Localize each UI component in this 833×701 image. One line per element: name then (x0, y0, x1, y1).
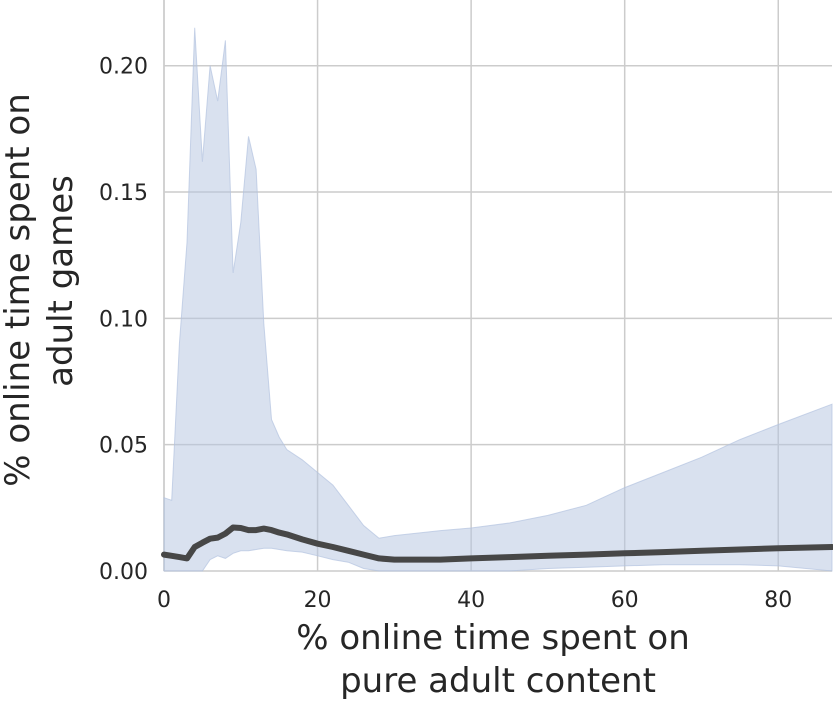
mean-line-layer (161, 524, 833, 563)
confidence-band (163, 27, 833, 572)
x-tick-label: 20 (304, 588, 332, 613)
x-axis-title-line-1: % online time spent on (296, 618, 690, 658)
y-tick-label: 0.10 (99, 307, 148, 332)
y-axis-ticks: 0.00 0.05 0.10 0.15 0.20 (99, 55, 148, 585)
x-tick-label: 60 (611, 588, 639, 613)
x-tick-label: 40 (457, 588, 485, 613)
y-tick-label: 0.05 (99, 434, 148, 459)
y-axis-title-line-1: % online time spent on (0, 93, 38, 487)
y-tick-label: 0.15 (99, 181, 148, 206)
y-axis-title-line-2: adult games (41, 175, 81, 387)
confidence-band-layer (163, 27, 833, 572)
x-tick-label: 0 (157, 588, 171, 613)
x-tick-label: 80 (764, 588, 792, 613)
x-axis-ticks: 0 20 40 60 80 (157, 588, 792, 613)
x-axis-title-line-2: pure adult content (340, 661, 656, 701)
y-tick-label: 0.00 (99, 560, 148, 585)
y-tick-label: 0.20 (99, 55, 148, 80)
mean-line (161, 524, 833, 563)
